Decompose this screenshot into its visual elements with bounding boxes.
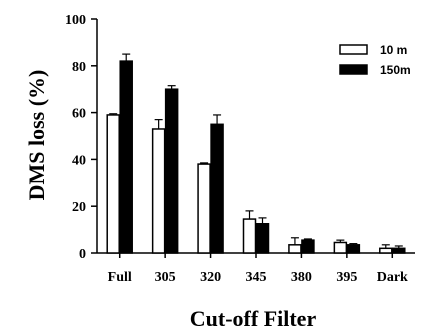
bar	[392, 247, 406, 254]
x-axis-title: Cut-off Filter	[190, 306, 317, 330]
legend-label-10m: 10 m	[380, 43, 407, 57]
y-tick-label: 20	[72, 200, 86, 215]
bar	[255, 223, 270, 254]
chart-legend: 10 m 150m	[339, 43, 411, 77]
x-tick-label: 395	[336, 270, 357, 285]
x-tick-label: 320	[200, 270, 221, 285]
chart-ticks: 0 20 40 60 80 100 Full 305 320 345 380 395 Dark	[65, 13, 408, 285]
y-axis-title: DMS loss (%)	[24, 70, 49, 201]
bar	[333, 241, 348, 254]
y-tick-label: 0	[79, 247, 86, 262]
x-tick-label: Full	[108, 270, 132, 285]
bar	[106, 114, 120, 254]
legend-swatch-150m	[339, 64, 368, 75]
x-tick-label: 345	[246, 270, 267, 285]
legend-label-150m: 150m	[380, 63, 411, 77]
bar	[210, 123, 224, 254]
bar	[164, 88, 179, 254]
legend-swatch-10m	[339, 44, 368, 55]
bar	[288, 244, 302, 254]
y-tick-label: 80	[72, 60, 86, 75]
y-tick-label: 40	[72, 153, 86, 168]
y-tick-label: 60	[72, 107, 86, 122]
x-tick-label: Dark	[377, 270, 408, 285]
chart-bars	[106, 53, 406, 254]
bar	[119, 60, 133, 254]
bar	[151, 128, 166, 254]
bar	[301, 239, 315, 254]
x-tick-label: 305	[155, 270, 176, 285]
y-tick-label: 100	[65, 13, 86, 28]
bar	[197, 163, 211, 254]
bar	[346, 244, 361, 254]
x-tick-label: 380	[291, 270, 312, 285]
bar	[242, 218, 257, 254]
bar	[379, 247, 393, 254]
